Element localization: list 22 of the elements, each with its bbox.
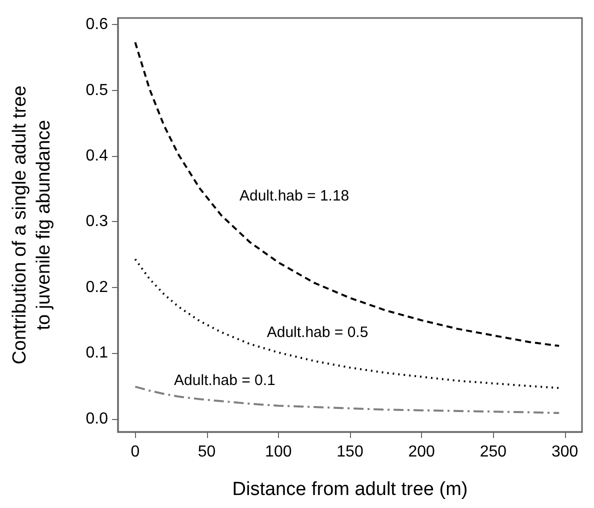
x-tick-label: 300	[551, 444, 578, 460]
annotation: Adult.hab = 1.18	[239, 188, 350, 205]
y-tick-label: 0.0	[86, 410, 108, 428]
x-tick-label: 50	[198, 444, 216, 460]
x-tick-label: 250	[480, 444, 507, 460]
y-tick-label: 0.1	[86, 344, 108, 362]
line-series	[134, 41, 560, 347]
annotation: Adult.hab = 0.5	[266, 324, 368, 342]
y-tick-label: 0.5	[86, 82, 108, 99]
line-series	[134, 386, 560, 414]
x-tick-label: 0	[130, 444, 140, 460]
line-series	[134, 258, 560, 389]
y-tick-label: 0.4	[86, 148, 108, 164]
x-axis-title: Distance from adult tree (m)	[232, 479, 468, 500]
x-tick-label: 150	[336, 444, 364, 460]
x-tick-label: 100	[265, 444, 292, 460]
x-tick-label: 200	[408, 444, 436, 460]
y-tick-label: 0.6	[86, 16, 108, 34]
y-tick-label: 0.2	[86, 278, 108, 296]
annotation: Adult.hab = 0.1	[174, 372, 276, 390]
y-axis-title: Contribution of a single adult tree to juvenile fig abundance	[10, 86, 54, 364]
y-tick-label: 0.3	[86, 213, 108, 230]
